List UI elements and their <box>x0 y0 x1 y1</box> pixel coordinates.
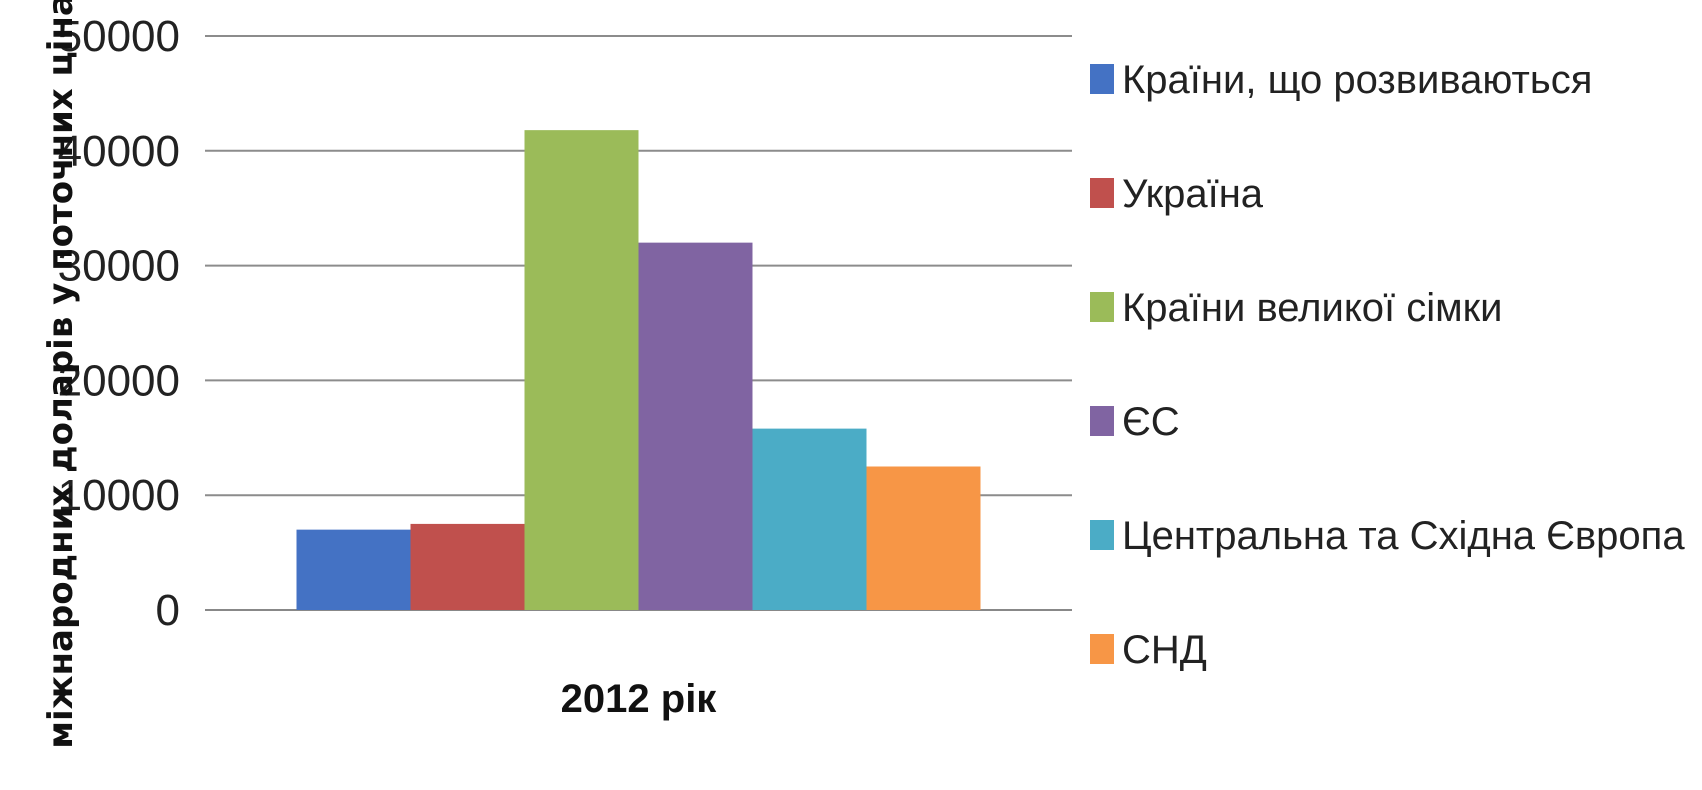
y-tick-label: 50000 <box>58 12 180 61</box>
bar <box>296 529 411 610</box>
y-axis-ticks: 0 10000 20000 30000 40000 50000 <box>58 12 180 635</box>
legend-label: Україна <box>1122 172 1264 216</box>
y-axis-label: міжнародних доларів у поточних цінах <box>41 0 81 749</box>
legend-swatch <box>1090 520 1114 550</box>
legend-swatch <box>1090 178 1114 208</box>
y-tick-label: 10000 <box>58 471 180 520</box>
y-tick-label: 30000 <box>58 242 180 291</box>
legend-label: Центральна та Східна Європа <box>1122 514 1685 558</box>
legend-swatch <box>1090 64 1114 94</box>
bar <box>524 130 639 611</box>
bars <box>296 130 981 611</box>
legend-label: Країни великої сімки <box>1122 286 1503 330</box>
legend-swatch <box>1090 634 1114 664</box>
legend-label: ЄС <box>1122 400 1180 444</box>
x-category-label: 2012 рік <box>561 677 718 721</box>
legend: Країни, що розвиваються Україна Країни вел… <box>1090 58 1685 672</box>
y-tick-label: 20000 <box>58 356 180 405</box>
legend-swatch <box>1090 292 1114 322</box>
y-tick-label: 40000 <box>58 127 180 176</box>
bar <box>638 242 753 610</box>
legend-swatch <box>1090 406 1114 436</box>
bar <box>866 466 981 610</box>
y-tick-label: 0 <box>156 586 180 635</box>
legend-label: Країни, що розвиваються <box>1122 58 1592 102</box>
bar <box>410 523 525 610</box>
bar <box>752 428 867 610</box>
legend-label: СНД <box>1122 628 1207 672</box>
